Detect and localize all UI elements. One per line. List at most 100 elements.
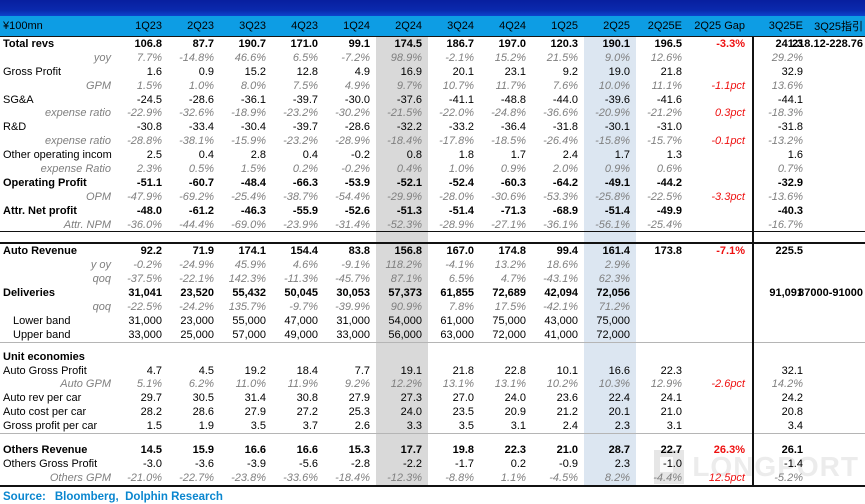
column-header: 1Q24 [343,20,370,32]
table-cell: 54,000 [388,314,422,327]
table-cell: 20.8 [781,406,803,419]
table-cell: 1.7 [614,149,630,162]
table-cell: 15.2% [494,51,526,64]
table-cell: 0.9% [604,162,630,175]
table-cell: 11.0% [235,378,266,391]
table-cell: 13.1% [494,378,526,391]
table-cell: 83.8 [348,245,370,258]
table-cell: -44.1 [777,93,803,106]
table-cell [807,106,865,120]
table-cell: -28.9% [335,135,370,148]
table-cell: -7.1% [716,245,745,258]
table-cell: 10.7% [442,79,474,92]
table-cell: 6.5% [292,51,318,64]
table-row: Lower band 31,000 23,000 55,000 47,000 31,000… [0,314,865,328]
table-cell: 16.6 [296,443,318,456]
table-cell: 28.2 [140,406,162,419]
table-cell: -5.6 [299,457,318,470]
table-cell: 75,000 [492,314,526,327]
table-cell: 12.8 [296,65,318,78]
table-cell [636,258,692,272]
table-row: GPM 1.5% 1.0% 8.0% 7.5% 4.9% 9.7% 10.7% 11.7% 7.6… [0,79,865,93]
column-header: 4Q24 [499,20,526,32]
table-cell: -1.0 [663,457,682,470]
table-row: Others Revenue 14.5 15.9 16.6 16.6 15.3 17.7 19… [0,443,865,457]
table-cell: 17.5% [494,300,526,313]
table-cell: -18.5% [491,135,526,148]
table-cell: -36.0% [127,218,162,231]
table-cell: -41.6 [656,93,682,106]
table-cell: 0.5% [188,162,214,175]
table-cell: -39.9% [335,300,370,313]
table-cell: 16.9 [400,65,422,78]
table-cell: -37.5% [127,273,162,286]
table-cell [168,350,220,364]
row-label: Auto cost per car [3,406,87,419]
table-cell: -53.9 [344,176,370,189]
table-cell: 4.5 [198,364,214,377]
table-cell: 0.4% [396,162,422,175]
table-cell: -47.9% [127,190,162,203]
table-cell: -0.2% [341,162,370,175]
table-header: ¥100mn 1Q23 2Q23 3Q23 4Q23 1Q24 2Q24 3Q24 4Q24 1Q… [0,16,865,36]
table-cell: 10.2% [546,378,578,391]
table-row: Auto Gross Profit 4.7 4.5 19.2 18.4 7.7 19.1 21… [0,364,865,378]
column-header: 2Q25E [647,20,682,32]
table-cell: 11.1% [651,79,682,92]
table-cell: -3.3% [716,37,745,50]
table-cell: 61,000 [440,314,474,327]
table-cell: 0.6% [656,162,682,175]
table-cell: 9.2 [562,65,578,78]
table-cell: -18.3% [768,107,803,120]
table-cell: 22.3 [660,364,682,377]
table-row: qoq -37.5% -22.1% 142.3% -11.3% -45.7% 87.1% 6.… [0,272,865,286]
table-cell: -22.7% [179,471,214,484]
table-cell: -22.1% [179,273,214,286]
table-cell: -41.1 [448,93,474,106]
table-cell [480,350,532,364]
table-cell: -30.4 [240,121,266,134]
table-cell: 9.0% [604,51,630,64]
table-cell: 21.8 [452,364,474,377]
table-cell: -36.1 [240,93,266,106]
column-header: 2Q25 [603,20,630,32]
table-cell: -1.7 [455,457,474,470]
table-row: Attr. NPM -36.0% -44.4% -69.0% -23.9% -31.4% -… [0,218,865,232]
table-cell: -69.0% [231,218,266,231]
table-cell: 72,000 [492,328,526,341]
table-cell: -23.8% [231,471,266,484]
table-cell: -18.9% [231,107,266,120]
table-cell: 174.1 [238,245,266,258]
table-cell: 63,000 [440,328,474,341]
table-cell [692,272,752,286]
table-cell: 62.3% [598,273,630,286]
table-cell: -13.6% [768,190,803,203]
table-cell [692,350,752,364]
table-cell: 10.0% [598,79,630,92]
table-cell: -61.2 [188,204,214,217]
table-cell: 196.5 [654,37,682,50]
table-cell [807,443,865,457]
table-cell: 8.2% [604,471,630,484]
table-cell: 27.9 [244,406,266,419]
table-cell: 12.6% [650,51,682,64]
table-cell [116,350,168,364]
unit-label: ¥100mn [3,20,43,32]
table-cell: -0.2 [351,149,370,162]
table-row: Other operating incom 2.5 0.4 2.8 0.4 -0.2 0.8… [0,148,865,162]
column-header: 3Q25指引 [814,21,863,33]
table-cell: 14.2% [771,378,803,391]
table-cell: -55.9 [292,204,318,217]
table-cell: 3.1 [666,420,682,433]
table-cell: 0.9 [198,65,214,78]
table-cell: -53.3% [543,190,578,203]
table-cell: -51.4 [604,204,630,217]
table-cell [692,391,752,405]
table-row: qoq -22.5% -24.2% 135.7% -9.7% -39.9% 90.9% 7.8… [0,300,865,314]
table-cell: -22.5% [647,190,682,203]
table-cell [428,350,480,364]
table-cell [807,79,865,93]
table-row: expense ratio -22.9% -32.6% -18.9% -23.2% -30… [0,106,865,120]
table-cell [807,134,865,148]
table-cell: 3.5 [250,420,266,433]
